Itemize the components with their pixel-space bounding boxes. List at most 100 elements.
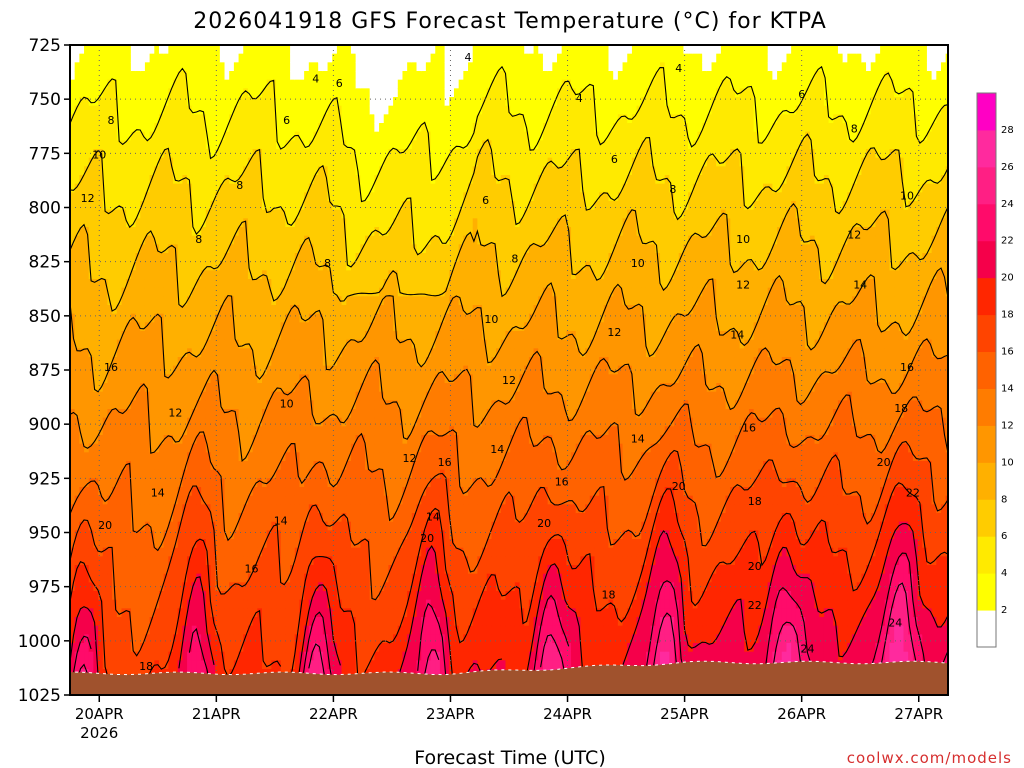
temp-cell xyxy=(224,131,230,141)
temp-cell xyxy=(252,62,258,72)
temp-cell xyxy=(257,504,263,514)
temp-cell xyxy=(93,625,99,635)
temp-cell xyxy=(88,331,95,341)
temp-cell xyxy=(84,279,90,289)
temp-cell xyxy=(149,235,155,245)
temp-cell xyxy=(290,608,296,618)
temp-cell xyxy=(229,253,235,263)
temp-cell xyxy=(154,166,160,176)
temp-cell xyxy=(308,469,315,479)
temp-cell xyxy=(247,157,254,167)
temp-cell xyxy=(98,53,104,63)
temp-cell xyxy=(332,114,338,124)
temp-cell xyxy=(215,261,221,271)
temp-cell xyxy=(290,374,296,384)
temp-cell xyxy=(327,660,333,670)
temp-cell xyxy=(336,504,343,514)
temp-cell xyxy=(191,287,198,297)
temp-cell xyxy=(238,339,244,349)
temp-cell xyxy=(341,461,347,471)
temp-cell xyxy=(243,261,249,271)
temp-cell xyxy=(215,539,221,549)
temp-cell xyxy=(121,582,127,592)
temp-cell xyxy=(182,409,188,419)
temp-cell xyxy=(88,166,95,176)
temp-cell xyxy=(112,244,118,254)
temp-cell xyxy=(84,218,90,228)
temp-cell xyxy=(135,62,141,72)
temp-cell xyxy=(84,591,90,601)
temp-cell xyxy=(350,417,357,427)
temp-cell xyxy=(271,400,277,410)
temp-cell xyxy=(196,140,202,150)
temp-cell xyxy=(126,374,132,384)
temp-cell xyxy=(130,123,137,133)
temp-cell xyxy=(107,97,113,107)
temp-cell xyxy=(299,166,305,176)
temp-cell xyxy=(224,651,230,661)
temp-cell xyxy=(322,227,329,237)
temp-cell xyxy=(163,461,169,471)
temp-cell xyxy=(276,417,282,427)
temp-cell xyxy=(350,175,357,185)
temp-cell xyxy=(285,495,291,505)
temp-cell xyxy=(187,105,193,115)
temp-cell xyxy=(336,443,343,453)
temp-cell xyxy=(229,348,235,358)
temp-cell xyxy=(224,409,230,419)
temp-cell xyxy=(187,305,193,315)
temp-cell xyxy=(74,235,80,245)
temp-cell xyxy=(219,357,226,367)
temp-cell xyxy=(252,296,258,306)
temp-cell xyxy=(294,88,301,98)
temp-cell xyxy=(355,175,361,185)
temp-cell xyxy=(215,45,221,55)
temp-cell xyxy=(332,391,338,401)
temp-cell xyxy=(341,651,347,661)
temp-cell xyxy=(201,504,207,514)
temp-cell xyxy=(379,209,385,219)
temp-cell xyxy=(266,435,272,445)
temp-cell xyxy=(261,608,268,618)
temp-cell xyxy=(327,53,333,63)
temp-cell xyxy=(140,209,146,219)
temp-cell xyxy=(332,53,338,63)
temp-cell xyxy=(201,539,207,549)
temp-cell xyxy=(74,469,80,479)
temp-cell xyxy=(177,45,183,55)
temp-cell xyxy=(290,357,296,367)
temp-cell xyxy=(290,88,296,98)
temp-cell xyxy=(332,348,338,358)
temp-cell xyxy=(163,400,169,410)
temp-cell xyxy=(276,235,282,245)
temp-cell xyxy=(341,634,347,644)
temp-cell xyxy=(332,235,338,245)
temp-cell xyxy=(196,244,202,254)
temp-cell xyxy=(365,62,371,72)
temp-cell xyxy=(112,270,118,280)
temp-cell xyxy=(233,357,240,367)
temp-cell xyxy=(280,383,286,393)
temp-cell xyxy=(219,374,226,384)
temp-cell xyxy=(304,88,310,98)
temp-cell xyxy=(238,209,244,219)
temp-cell xyxy=(130,461,137,471)
temp-cell xyxy=(74,651,80,661)
temp-cell xyxy=(187,625,193,635)
temp-cell xyxy=(313,556,319,566)
temp-cell xyxy=(229,365,235,375)
temp-cell xyxy=(313,114,319,124)
temp-cell xyxy=(243,625,249,635)
temp-cell xyxy=(346,244,352,254)
temp-cell xyxy=(313,539,319,549)
temp-cell xyxy=(116,348,123,358)
temp-cell xyxy=(102,539,109,549)
temp-cell xyxy=(102,114,109,124)
temp-cell xyxy=(168,547,174,557)
temp-cell xyxy=(346,383,352,393)
temp-cell xyxy=(336,296,343,306)
temp-cell xyxy=(243,660,249,670)
temp-cell xyxy=(341,608,347,618)
temp-cell xyxy=(243,71,249,81)
temp-cell xyxy=(187,400,193,410)
